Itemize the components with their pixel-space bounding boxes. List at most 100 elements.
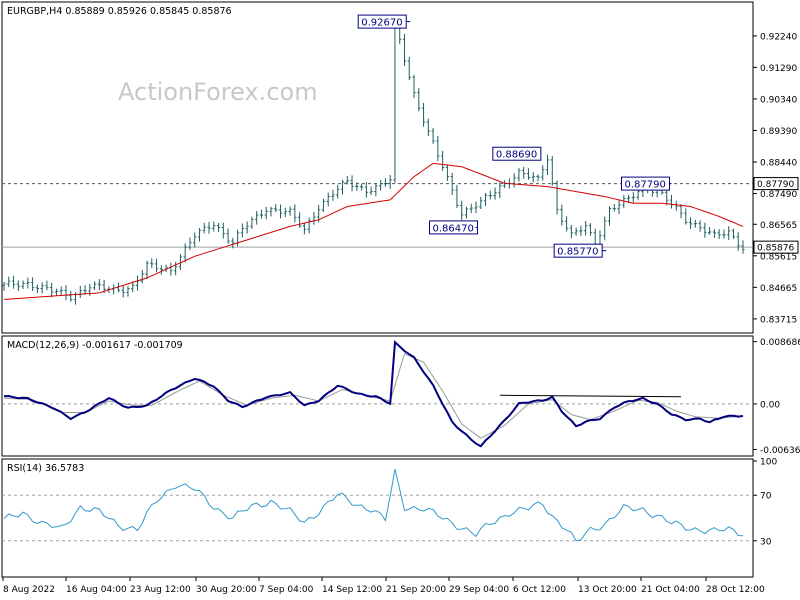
price-bar bbox=[703, 222, 707, 238]
price-bar bbox=[736, 232, 740, 251]
price-bar bbox=[7, 276, 11, 288]
price-bar bbox=[178, 254, 183, 271]
macd-tick-label: -0.006366 bbox=[760, 446, 800, 456]
price-bar bbox=[374, 182, 378, 197]
price-bar bbox=[293, 204, 297, 223]
price-bar bbox=[150, 258, 154, 269]
price-annotation: 0.87790 bbox=[620, 176, 672, 191]
level-price-tag-text: 0.87790 bbox=[757, 180, 794, 190]
x-tick-label: 21 Sep 20:00 bbox=[386, 585, 446, 595]
price-bar bbox=[712, 229, 716, 239]
price-bar bbox=[355, 182, 359, 191]
price-bar bbox=[412, 74, 416, 98]
price-bar bbox=[464, 206, 469, 219]
price-bar bbox=[479, 196, 483, 210]
current-price-tag: 0.85876 bbox=[753, 240, 799, 254]
price-bar bbox=[722, 229, 726, 239]
annotation-label: 0.87790 bbox=[624, 180, 665, 191]
annotation-label: 0.88690 bbox=[496, 150, 537, 161]
price-bar bbox=[340, 179, 345, 195]
annotation-label: 0.85770 bbox=[557, 247, 598, 258]
price-bar bbox=[274, 204, 278, 213]
price-annotation: 0.86470 bbox=[429, 220, 479, 235]
price-bar bbox=[54, 288, 59, 296]
price-bar bbox=[617, 199, 621, 215]
price-bar bbox=[326, 192, 330, 207]
macd-trendline bbox=[499, 394, 682, 398]
current-price-tag-box bbox=[753, 240, 799, 254]
price-bar bbox=[269, 206, 273, 217]
price-bar bbox=[350, 175, 354, 192]
level-price-tag-box bbox=[753, 177, 799, 191]
price-bar bbox=[298, 212, 302, 228]
price-bar bbox=[584, 220, 588, 236]
rsi-tick-label: 70 bbox=[760, 492, 772, 502]
price-bar bbox=[727, 226, 731, 240]
price-bar bbox=[35, 284, 39, 293]
x-tick-label: 21 Oct 04:00 bbox=[641, 585, 700, 595]
price-bar bbox=[493, 187, 497, 200]
price-bar bbox=[288, 206, 292, 216]
price-bar bbox=[469, 203, 473, 214]
price-bar bbox=[145, 260, 149, 280]
macd-line bbox=[3, 340, 744, 448]
price-bar bbox=[426, 118, 430, 136]
price-bar bbox=[536, 174, 540, 182]
x-tick-label: 13 Oct 20:00 bbox=[578, 585, 637, 595]
level-price-tag: 0.87790 bbox=[753, 177, 799, 191]
axis-layer: 8 Aug 2022 16 Aug 04:00 23 Aug 12:00 30 Aug… bbox=[2, 577, 765, 595]
x-tick-label: 7 Sep 04:00 bbox=[259, 585, 314, 595]
price-bar bbox=[26, 277, 30, 289]
price-bar bbox=[216, 222, 221, 233]
price-bar bbox=[231, 237, 235, 249]
price-bar bbox=[607, 206, 612, 226]
price-bar bbox=[302, 222, 306, 235]
price-bar bbox=[183, 243, 187, 263]
price-bar bbox=[116, 282, 121, 293]
price-bar bbox=[421, 102, 426, 127]
price-bar bbox=[665, 188, 669, 206]
price-bar bbox=[131, 281, 135, 293]
price-bar bbox=[717, 229, 721, 239]
price-tick-label: 0.87490 bbox=[760, 190, 797, 200]
price-bar bbox=[240, 223, 244, 238]
macd-tick-label: 0.008686 bbox=[760, 338, 800, 348]
price-bar bbox=[159, 265, 163, 275]
price-bar bbox=[97, 279, 101, 291]
price-tick-label: 0.92240 bbox=[760, 32, 797, 42]
price-bar bbox=[574, 227, 578, 236]
moving-average-line bbox=[3, 162, 744, 300]
price-bar bbox=[2, 281, 6, 291]
x-tick-label: 29 Sep 04:00 bbox=[449, 585, 509, 595]
price-bar bbox=[588, 223, 593, 236]
annotation-label: 0.86470 bbox=[433, 223, 474, 234]
price-bar bbox=[622, 194, 626, 209]
price-bar bbox=[498, 182, 502, 198]
price-bar bbox=[388, 175, 392, 189]
price-bar bbox=[517, 167, 521, 182]
x-tick-label: 28 Oct 12:00 bbox=[706, 585, 765, 595]
rsi-line bbox=[3, 468, 744, 542]
price-tick-label: 0.86565 bbox=[760, 221, 797, 231]
price-tick-label: 0.85615 bbox=[760, 252, 797, 262]
price-bar bbox=[731, 228, 736, 240]
price-bar bbox=[255, 211, 259, 225]
price-bar bbox=[612, 203, 616, 212]
price-bar bbox=[379, 180, 383, 191]
price-bar bbox=[121, 285, 125, 298]
price-bar bbox=[331, 189, 335, 201]
price-bar bbox=[450, 172, 454, 196]
price-bar bbox=[445, 164, 449, 181]
price-bar bbox=[441, 150, 445, 171]
price-bar bbox=[579, 225, 583, 236]
price-bar bbox=[174, 261, 178, 276]
price-annotation: 0.92670 bbox=[357, 14, 411, 29]
price-bar bbox=[321, 198, 326, 213]
price-annotation: 0.88690 bbox=[492, 146, 542, 161]
price-bar bbox=[221, 222, 225, 239]
price-bar bbox=[250, 216, 254, 229]
price-bar bbox=[455, 184, 459, 208]
price-tick-label: 0.91290 bbox=[760, 64, 797, 74]
